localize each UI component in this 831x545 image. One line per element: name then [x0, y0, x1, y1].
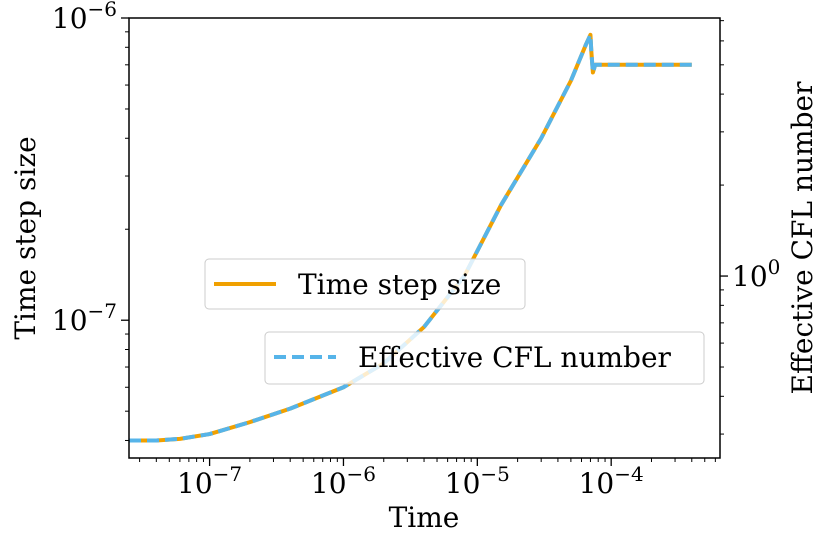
x-tick-label: 10−6 — [311, 462, 376, 500]
y-axis-label: Time step size — [9, 136, 42, 339]
y2-tick-label: 100 — [732, 255, 780, 293]
legend-label: Effective CFL number — [358, 341, 672, 374]
x-axis-label: Time — [389, 501, 460, 534]
plot-area — [129, 32, 692, 443]
x-tick-label: 10−7 — [177, 462, 242, 500]
y-tick-label: 10−7 — [52, 299, 117, 337]
legend-box — [204, 258, 526, 310]
series-line-effective-cfl-number — [129, 32, 692, 443]
x-tick-label: 10−4 — [579, 462, 644, 500]
axis-ticks: 10−7 10−6 10−5 10−4 10−7 10−6 100 — [52, 0, 781, 500]
axes-frame — [128, 17, 721, 459]
legend-time-step-size: Time step size — [204, 258, 526, 310]
legend-box — [264, 331, 705, 385]
y-tick-label: 10−6 — [52, 0, 117, 35]
legend-effective-cfl: Effective CFL number — [264, 331, 705, 385]
legend-label: Time step size — [298, 268, 501, 301]
y2-axis-label: Effective CFL number — [786, 81, 819, 395]
x-tick-label: 10−5 — [445, 462, 510, 500]
